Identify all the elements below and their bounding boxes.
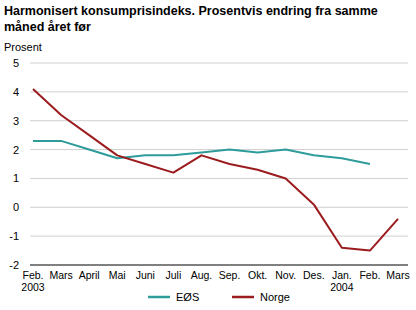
y-tick-label: 3 [13,115,19,127]
title-line: måned året før [4,20,91,34]
x-tick-label-line: April [79,269,100,281]
x-tick-label: Sep. [219,269,241,281]
x-tick-label: Nov. [275,269,296,281]
x-tick-label-line: Mars [49,269,72,281]
y-tick-label: -2 [9,259,19,271]
x-tick-label-line: Juni [136,269,155,281]
y-tick-label: 4 [13,86,19,98]
x-tick-label-line: Nov. [275,269,296,281]
x-tick-label: Juli [166,269,182,281]
y-label: Prosent [4,41,42,53]
x-tick-label-line: Aug. [191,269,213,281]
x-tick-label-line: Feb. [359,269,380,281]
x-tick-label-line: 2004 [330,281,354,293]
grid-line [30,120,408,121]
x-tick-label-line: Mai [109,269,126,281]
x-tick-label-line: Juli [166,269,182,281]
x-tick-label: Mai [109,269,126,281]
x-tick-label: Juni [136,269,155,281]
x-tick-label: Okt. [248,269,267,281]
x-tick-label-line: Des. [303,269,325,281]
x-tick-label: April [79,269,100,281]
y-tick-label: 1 [13,172,19,184]
grid-line [30,236,408,237]
x-tick-label-line: Mars [386,269,409,281]
grid-line [30,265,408,266]
x-tick-label-line: Sep. [219,269,241,281]
plot-area [33,89,398,251]
grid-line [30,63,408,64]
x-tick-label-line: Okt. [248,269,267,281]
y-tick-label: -1 [9,230,19,242]
legend-label: EØS [176,291,199,303]
y-tick-label: 2 [13,144,19,156]
x-tick-label-line: Jan. [332,269,352,281]
chart: Harmonisert konsumprisindeks. Prosentvis… [0,0,416,310]
y-tick-label: 0 [13,201,19,213]
x-tick-label: Aug. [191,269,213,281]
title-line: Harmonisert konsumprisindeks. Prosentvis… [4,4,378,18]
y-tick-label: 5 [13,57,19,69]
legend-swatch [232,296,254,299]
grid-line [30,91,408,92]
x-tick-label: Feb.2003 [21,269,45,293]
legend-swatch [148,296,170,299]
x-tick-label-line: 2003 [21,281,45,293]
x-tick-label: Des. [303,269,325,281]
title: Harmonisert konsumprisindeks. Prosentvis… [4,4,378,34]
x-tick-label: Mars [386,269,409,281]
grid-line [30,207,408,208]
series-line [33,89,398,251]
x-tick-label-line: Feb. [22,269,43,281]
x-tick-label: Mars [49,269,72,281]
grid-line [30,178,408,179]
legend-label: Norge [260,291,290,303]
x-tick-label: Jan.2004 [330,269,354,293]
x-tick-label: Feb. [359,269,380,281]
series-line [33,141,370,164]
